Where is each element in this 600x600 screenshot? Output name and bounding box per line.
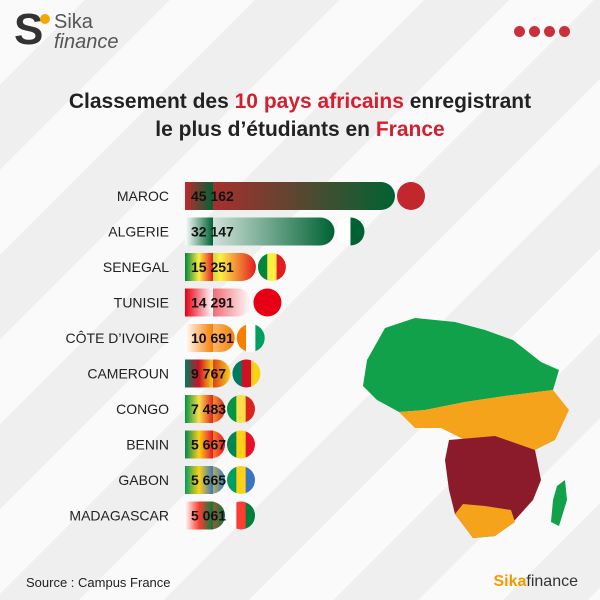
instagram-icon[interactable] <box>559 26 570 37</box>
logo-dot <box>40 14 50 24</box>
page-title: Classement des 10 pays africains enregis… <box>68 90 532 141</box>
value-label: 10 691 <box>191 330 234 346</box>
flag-icon <box>227 501 255 530</box>
category-label: GABON <box>118 472 169 488</box>
category-label: TUNISIE <box>114 295 169 311</box>
category-label: CAMEROUN <box>87 366 169 382</box>
category-label: ALGERIE <box>108 224 169 240</box>
category-label: MADAGASCAR <box>69 508 169 524</box>
brand-footer: Sikafinance <box>493 573 578 590</box>
logo-word-finance: finance <box>54 31 119 53</box>
madagascar-shape <box>551 480 567 526</box>
flag-icon <box>257 253 286 281</box>
flag-icon <box>253 288 282 317</box>
category-label: CONGO <box>116 401 169 417</box>
bar-start <box>185 253 213 281</box>
bar-start <box>185 324 213 352</box>
category-label: BENIN <box>126 437 169 453</box>
africa-central-region <box>399 390 569 456</box>
value-label: 32 147 <box>191 224 234 240</box>
category-label: MAROC <box>117 188 169 204</box>
bar-start <box>185 395 213 423</box>
value-label: 15 251 <box>191 259 234 275</box>
bar-start <box>185 501 213 530</box>
flag-icon <box>236 324 265 352</box>
social-icons <box>514 26 570 37</box>
bar-start <box>185 217 213 246</box>
value-label: 5 061 <box>191 508 226 524</box>
flag-icon <box>227 466 255 494</box>
bar-start <box>185 430 213 459</box>
twitter-icon[interactable] <box>514 26 525 37</box>
logo-word-sika: Sika <box>54 11 93 33</box>
value-label: 5 665 <box>191 472 226 488</box>
value-label: 45 162 <box>191 188 234 204</box>
bar-start <box>185 288 213 317</box>
sikafinance-logo: S Sika finance <box>14 8 144 54</box>
logo-letter: S <box>14 5 44 54</box>
bar <box>185 182 395 210</box>
bar-start <box>185 359 213 388</box>
bar-start <box>185 466 213 494</box>
africa-north-region <box>363 318 559 412</box>
youtube-icon[interactable] <box>529 26 540 37</box>
value-label: 7 483 <box>191 401 226 417</box>
flag-icon <box>336 217 365 246</box>
bar-start <box>185 182 213 210</box>
bar-chart: MAROC 45 162 ALGERIE 32 147 SENEGAL 15 251 TUN… <box>66 182 425 530</box>
south-africa-region <box>455 504 515 538</box>
facebook-icon[interactable] <box>544 26 555 37</box>
value-label: 5 667 <box>191 437 226 453</box>
flag-icon <box>397 182 425 210</box>
flag-icon <box>227 395 255 423</box>
value-label: 9 767 <box>191 366 226 382</box>
source-note: Source : Campus France <box>26 575 171 590</box>
flag-icon <box>232 359 261 388</box>
bar <box>185 217 335 246</box>
category-label: CÔTE D’IVOIRE <box>66 330 169 346</box>
value-label: 14 291 <box>191 295 234 311</box>
flag-icon <box>227 430 255 459</box>
category-label: SENEGAL <box>103 259 169 275</box>
africa-map <box>363 318 569 538</box>
